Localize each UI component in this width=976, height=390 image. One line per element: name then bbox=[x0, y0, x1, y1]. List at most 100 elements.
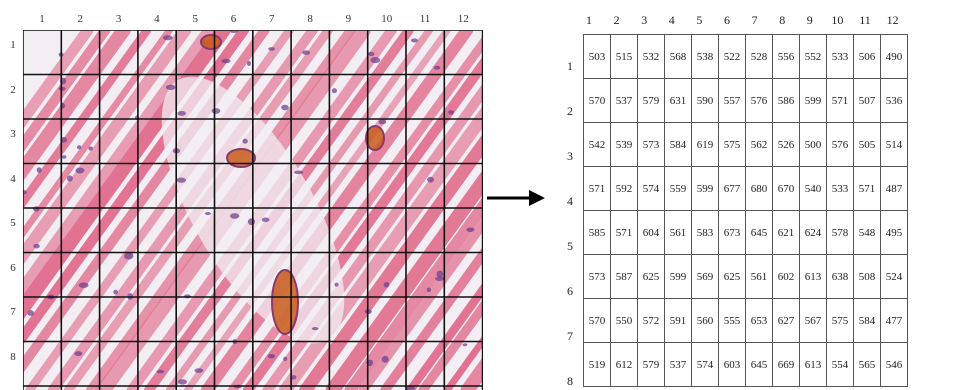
table-cell: 554 bbox=[826, 342, 854, 387]
table-cell: 552 bbox=[799, 34, 827, 79]
table-cell: 613 bbox=[799, 342, 827, 387]
table-cell: 536 bbox=[880, 78, 908, 123]
table-cell: 673 bbox=[718, 210, 746, 255]
nucleus bbox=[204, 212, 211, 216]
table-cell: 522 bbox=[718, 34, 746, 79]
blood-vessel bbox=[226, 148, 256, 168]
image-column-label: 9 bbox=[345, 13, 352, 25]
table-row-label: 5 bbox=[567, 239, 573, 253]
table-cell: 677 bbox=[718, 166, 746, 211]
histology-image bbox=[23, 30, 483, 390]
table-cell: 546 bbox=[880, 342, 908, 387]
muscle-fibre bbox=[380, 246, 483, 390]
table-cell: 599 bbox=[799, 78, 827, 123]
table-cell: 627 bbox=[772, 298, 800, 343]
table-row: 570 537 579 631 590 557 576 586 599 571 507 536 bbox=[583, 78, 908, 123]
table-cell: 548 bbox=[853, 210, 881, 255]
table-row-label: 8 bbox=[567, 374, 573, 388]
blood-vessel bbox=[200, 34, 222, 50]
table-cell: 559 bbox=[664, 166, 692, 211]
table-column-label: 7 bbox=[751, 13, 758, 27]
table-cell: 619 bbox=[691, 122, 719, 167]
table-cell: 561 bbox=[664, 210, 692, 255]
table-cell: 599 bbox=[664, 254, 692, 299]
image-column-label: 5 bbox=[192, 13, 198, 25]
nucleus bbox=[76, 145, 82, 150]
table-cell: 680 bbox=[745, 166, 773, 211]
table-cell: 538 bbox=[691, 34, 719, 79]
table-cell: 495 bbox=[880, 210, 908, 255]
table-column-label: 10 bbox=[831, 13, 844, 27]
table-cell: 532 bbox=[637, 34, 665, 79]
table-cell: 540 bbox=[799, 166, 827, 211]
table-cell: 638 bbox=[826, 254, 854, 299]
nucleus bbox=[33, 243, 40, 249]
table-row: 585 571 604 561 583 673 645 621 624 578 548 495 bbox=[583, 210, 908, 255]
table-cell: 524 bbox=[880, 254, 908, 299]
table-cell: 612 bbox=[610, 342, 638, 387]
table-row-label: 3 bbox=[567, 149, 573, 163]
blood-vessel bbox=[271, 269, 299, 335]
table-cell: 500 bbox=[799, 122, 827, 167]
table-cell: 645 bbox=[745, 210, 773, 255]
muscle-fibre bbox=[47, 30, 318, 390]
nucleus bbox=[311, 326, 319, 331]
table-column-label: 8 bbox=[779, 13, 786, 27]
blood-vessel bbox=[365, 125, 385, 151]
nucleus bbox=[229, 213, 240, 219]
table-cell: 519 bbox=[583, 342, 611, 387]
table-cell: 542 bbox=[583, 122, 611, 167]
table-cell: 624 bbox=[799, 210, 827, 255]
table-cell: 503 bbox=[583, 34, 611, 79]
table-cell: 569 bbox=[691, 254, 719, 299]
nucleus bbox=[281, 104, 289, 111]
muscle-fibre bbox=[325, 169, 483, 390]
nucleus bbox=[247, 61, 252, 66]
image-column-label: 11 bbox=[419, 13, 431, 25]
table-cell: 556 bbox=[772, 34, 800, 79]
nucleus bbox=[381, 355, 389, 363]
nucleus bbox=[165, 84, 176, 91]
table-column-label: 9 bbox=[806, 13, 813, 27]
nucleus bbox=[32, 206, 40, 212]
nucleus bbox=[194, 368, 204, 373]
table-cell: 537 bbox=[664, 342, 692, 387]
table-cell: 602 bbox=[772, 254, 800, 299]
nucleus bbox=[435, 276, 445, 282]
nucleus bbox=[61, 155, 67, 159]
table-cell: 578 bbox=[826, 210, 854, 255]
image-column-label: 8 bbox=[307, 13, 313, 25]
table-cell: 575 bbox=[826, 298, 854, 343]
table-cell: 591 bbox=[664, 298, 692, 343]
table-column-label: 4 bbox=[668, 13, 675, 27]
image-row-label: 2 bbox=[10, 83, 16, 96]
table-cell: 621 bbox=[772, 210, 800, 255]
table-cell: 576 bbox=[745, 78, 773, 123]
nucleus bbox=[378, 119, 387, 125]
image-column-label: 12 bbox=[457, 13, 469, 25]
table-cell: 533 bbox=[826, 34, 854, 79]
table-cell: 573 bbox=[583, 254, 611, 299]
nucleus bbox=[176, 177, 187, 183]
nucleus bbox=[58, 86, 66, 91]
table-row: 503 515 532 568 538 522 528 556 552 533 506 490 bbox=[583, 34, 908, 79]
nucleus bbox=[113, 289, 118, 295]
nucleus bbox=[334, 282, 339, 287]
table-cell: 528 bbox=[745, 34, 773, 79]
table-cell: 604 bbox=[637, 210, 665, 255]
muscle-fibre bbox=[406, 282, 483, 390]
muscle-fibre bbox=[23, 30, 152, 210]
table-cell: 550 bbox=[610, 298, 638, 343]
table-cell: 613 bbox=[799, 254, 827, 299]
table-cell: 631 bbox=[664, 78, 692, 123]
nucleus bbox=[294, 170, 304, 175]
nucleus bbox=[75, 167, 85, 174]
table-cell: 574 bbox=[637, 166, 665, 211]
nucleus bbox=[267, 353, 275, 359]
table-cell: 507 bbox=[853, 78, 881, 123]
nucleus bbox=[211, 108, 221, 114]
image-column-label: 1 bbox=[39, 13, 45, 25]
image-row-label: 1 bbox=[10, 39, 16, 51]
table-cell: 592 bbox=[610, 166, 638, 211]
